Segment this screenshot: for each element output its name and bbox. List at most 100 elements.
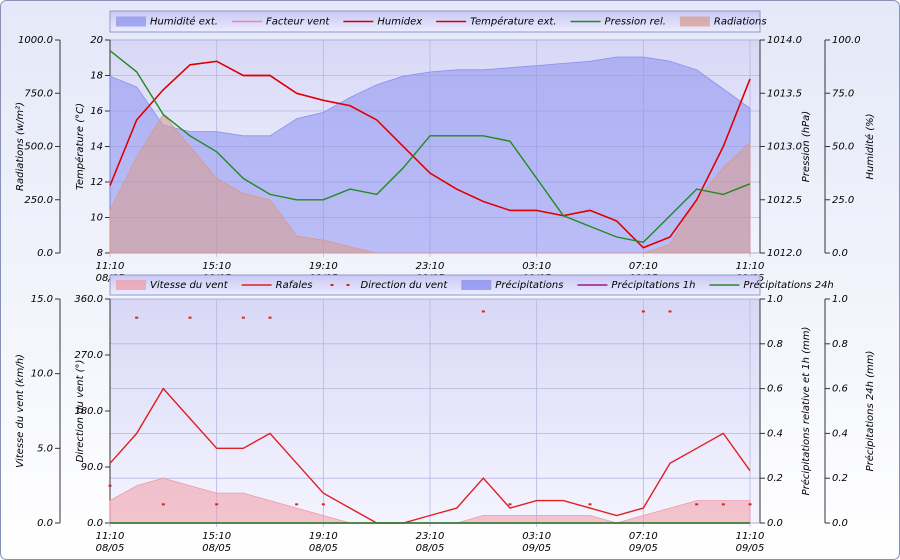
- y-tick-label: 14: [90, 142, 103, 153]
- y-tick-label: 0.0: [767, 518, 783, 529]
- y-tick-label: 12: [90, 177, 103, 188]
- y-tick-label: 90.0: [81, 462, 103, 473]
- plot-series: [109, 50, 751, 254]
- axis-title: Précipitations 24h (mm): [864, 351, 876, 472]
- axis-title: Précipitations relative et 1h (mm): [800, 327, 812, 496]
- axis-title: Direction du vent (°): [75, 360, 86, 463]
- legend-label: Humidex: [377, 17, 422, 28]
- x-tick-label: 19:10: [309, 261, 338, 272]
- line-series: [109, 387, 751, 524]
- x-tick-label: 08/05: [309, 543, 338, 554]
- y-tick-label: 0.0: [832, 518, 848, 529]
- y-tick-label: 0.0: [87, 518, 103, 529]
- x-tick-label: 11:10: [736, 531, 765, 542]
- direction-dot: [108, 484, 112, 487]
- legend-swatch: [346, 284, 350, 286]
- x-tick-label: 03:10: [522, 261, 551, 272]
- x-tick-label: 08/05: [96, 543, 125, 554]
- y-tick-label: 15.0: [31, 294, 53, 305]
- y-tick-label: 20: [90, 35, 103, 46]
- charts: 11:1008/0515:1008/0519:1008/0523:1008/05…: [15, 10, 876, 554]
- y-tick-label: 750.0: [24, 88, 53, 99]
- y-tick-label: 1.0: [767, 294, 783, 305]
- x-tick-label: 11:10: [736, 261, 765, 272]
- y-tick-label: 50.0: [832, 142, 854, 153]
- plot-series: [108, 310, 752, 524]
- legend-swatch: [461, 280, 492, 290]
- x-tick-label: 19:10: [309, 531, 338, 542]
- y-tick-label: 0.4: [767, 428, 783, 439]
- legend-label: Vitesse du vent: [150, 280, 229, 291]
- y-tick-label: 0.6: [767, 384, 783, 395]
- y-tick-label: 1012.5: [767, 195, 802, 206]
- direction-dot: [641, 310, 645, 313]
- x-tick-label: 11:10: [96, 531, 125, 542]
- y-tick-label: 180.0: [74, 406, 103, 417]
- direction-dot: [268, 316, 272, 319]
- y-tick-label: 1014.0: [767, 35, 802, 46]
- y-tick-label: 0.8: [832, 339, 848, 350]
- y-tick-label: 360.0: [74, 294, 103, 305]
- y-tick-label: 1013.5: [767, 88, 802, 99]
- direction-dot: [321, 503, 325, 506]
- y-tick-label: 16: [90, 106, 103, 117]
- legend-label: Humidité ext.: [150, 16, 218, 28]
- legend-label: Direction du vent: [361, 280, 449, 291]
- x-tick-label: 07:10: [629, 261, 658, 272]
- x-tick-label: 11:10: [96, 261, 125, 272]
- direction-dot: [695, 503, 699, 506]
- direction-dot: [588, 503, 592, 506]
- y-tick-label: 75.0: [832, 88, 854, 99]
- x-tick-label: 09/05: [522, 543, 551, 554]
- x-tick-label: 23:10: [416, 531, 445, 542]
- legend-label: Facteur vent: [266, 17, 330, 28]
- axis-title: Radiations (w/m²): [15, 102, 26, 191]
- direction-dot: [241, 316, 245, 319]
- y-tick-label: 1013.0: [767, 142, 802, 153]
- axis-title: Vitesse du vent (km/h): [15, 354, 26, 468]
- axis-title: Température (°C): [74, 103, 86, 190]
- x-tick-label: 07:10: [629, 531, 658, 542]
- area-series: [109, 477, 751, 524]
- direction-dot: [135, 316, 139, 319]
- direction-dot: [215, 503, 219, 506]
- direction-dot: [481, 310, 485, 313]
- direction-dot: [668, 310, 672, 313]
- y-tick-label: 25.0: [832, 195, 854, 206]
- x-tick-label: 15:10: [202, 531, 231, 542]
- direction-dot: [748, 503, 752, 506]
- y-tick-label: 1012.0: [767, 248, 802, 259]
- y-tick-label: 10: [90, 213, 103, 224]
- x-tick-label: 08/05: [202, 543, 231, 554]
- x-tick-label: 08/05: [416, 543, 445, 554]
- legend-label: Radiations: [714, 17, 767, 28]
- legend-box: [109, 274, 761, 296]
- y-tick-label: 1.0: [832, 294, 848, 305]
- direction-dot: [295, 503, 299, 506]
- y-tick-label: 5.0: [37, 443, 53, 454]
- axis-title: Humidité (%): [864, 113, 876, 179]
- x-tick-label: 03:10: [522, 531, 551, 542]
- direction-dot: [721, 503, 725, 506]
- y-tick-label: 0.8: [767, 339, 783, 350]
- legend-swatch: [116, 280, 146, 290]
- line-series: [109, 50, 751, 244]
- area-series: [109, 113, 751, 254]
- x-tick-label: 23:10: [416, 261, 445, 272]
- legend-swatch: [679, 16, 710, 27]
- y-tick-label: 0.6: [832, 384, 848, 395]
- y-tick-label: 270.0: [74, 350, 103, 361]
- y-tick-label: 0.0: [37, 518, 53, 529]
- y-tick-label: 0.2: [832, 473, 848, 484]
- y-tick-label: 100.0: [832, 35, 861, 46]
- y-tick-label: 18: [90, 71, 103, 82]
- plot-area: [109, 298, 761, 524]
- legend-label: Précipitations 24h: [743, 279, 833, 291]
- x-tick-label: 09/05: [629, 543, 658, 554]
- x-tick-label: 09/05: [736, 543, 765, 554]
- direction-dot: [188, 316, 192, 319]
- axis-title: Pression (hPa): [801, 111, 812, 182]
- legend-label: Précipitations: [495, 279, 563, 291]
- y-tick-label: 0.2: [767, 473, 783, 484]
